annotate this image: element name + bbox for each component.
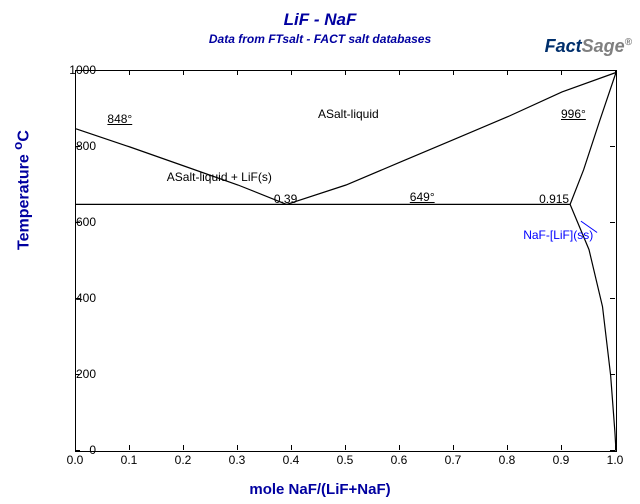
y-tick xyxy=(610,146,615,147)
x-tick xyxy=(129,70,130,75)
y-tick-label: 400 xyxy=(66,291,96,305)
y-tick-label: 1000 xyxy=(66,63,96,77)
curve-liquidus_right xyxy=(287,73,616,205)
chart-container: LiF - NaF Data from FTsalt - FACT salt d… xyxy=(0,0,640,504)
x-tick xyxy=(561,70,562,75)
y-tick xyxy=(75,146,80,147)
curve-solvus_upper xyxy=(570,73,616,205)
y-tick xyxy=(75,450,80,451)
y-tick xyxy=(610,222,615,223)
x-tick-label: 0.1 xyxy=(121,453,138,467)
annotation: 0.915 xyxy=(539,192,569,206)
annotation: 649° xyxy=(410,190,435,204)
y-tick-label: 200 xyxy=(66,367,96,381)
x-tick xyxy=(453,445,454,450)
x-tick xyxy=(507,70,508,75)
x-axis-label: mole NaF/(LiF+NaF) xyxy=(0,481,640,498)
y-tick xyxy=(75,374,80,375)
x-tick-label: 0.5 xyxy=(337,453,354,467)
x-tick-label: 0.8 xyxy=(499,453,516,467)
x-tick-label: 1.0 xyxy=(607,453,624,467)
y-tick xyxy=(75,298,80,299)
y-tick xyxy=(75,222,80,223)
x-tick xyxy=(345,70,346,75)
x-tick xyxy=(615,70,616,75)
y-tick xyxy=(610,374,615,375)
annotation: NaF-[LiF](ss) xyxy=(523,228,593,242)
x-tick xyxy=(291,70,292,75)
x-tick xyxy=(399,70,400,75)
x-tick-label: 0.6 xyxy=(391,453,408,467)
plot-area xyxy=(75,70,617,452)
annotation: 996° xyxy=(561,107,586,121)
x-tick xyxy=(507,445,508,450)
annotation: ASalt-liquid xyxy=(318,107,379,121)
x-tick xyxy=(75,445,76,450)
x-tick xyxy=(75,70,76,75)
x-tick xyxy=(345,445,346,450)
y-tick xyxy=(610,298,615,299)
x-tick xyxy=(129,445,130,450)
logo-brand: Fact xyxy=(545,36,582,56)
y-tick xyxy=(610,450,615,451)
y-tick-label: 800 xyxy=(66,139,96,153)
logo-reg: ® xyxy=(625,37,632,48)
x-tick xyxy=(183,70,184,75)
y-axis-label: Temperature oC xyxy=(10,130,33,250)
annotation: ASalt-liquid + LiF(s) xyxy=(167,170,272,184)
x-tick-label: 0.9 xyxy=(553,453,570,467)
annotation: 848° xyxy=(107,112,132,126)
chart-title: LiF - NaF xyxy=(0,10,640,30)
x-tick xyxy=(453,70,454,75)
logo: FactSage® xyxy=(545,36,632,57)
x-tick xyxy=(237,445,238,450)
curve-liquidus_left xyxy=(76,129,287,205)
phase-curves xyxy=(76,71,616,451)
x-tick-label: 0.4 xyxy=(283,453,300,467)
logo-suffix: Sage xyxy=(582,36,625,56)
x-tick-label: 0.2 xyxy=(175,453,192,467)
annotation: 0.39 xyxy=(274,192,297,206)
x-tick-label: 0.7 xyxy=(445,453,462,467)
x-tick xyxy=(561,445,562,450)
x-tick xyxy=(615,445,616,450)
x-tick xyxy=(237,70,238,75)
x-tick xyxy=(183,445,184,450)
x-tick xyxy=(399,445,400,450)
y-tick-label: 600 xyxy=(66,215,96,229)
x-tick-label: 0.3 xyxy=(229,453,246,467)
x-tick xyxy=(291,445,292,450)
x-tick-label: 0.0 xyxy=(67,453,84,467)
